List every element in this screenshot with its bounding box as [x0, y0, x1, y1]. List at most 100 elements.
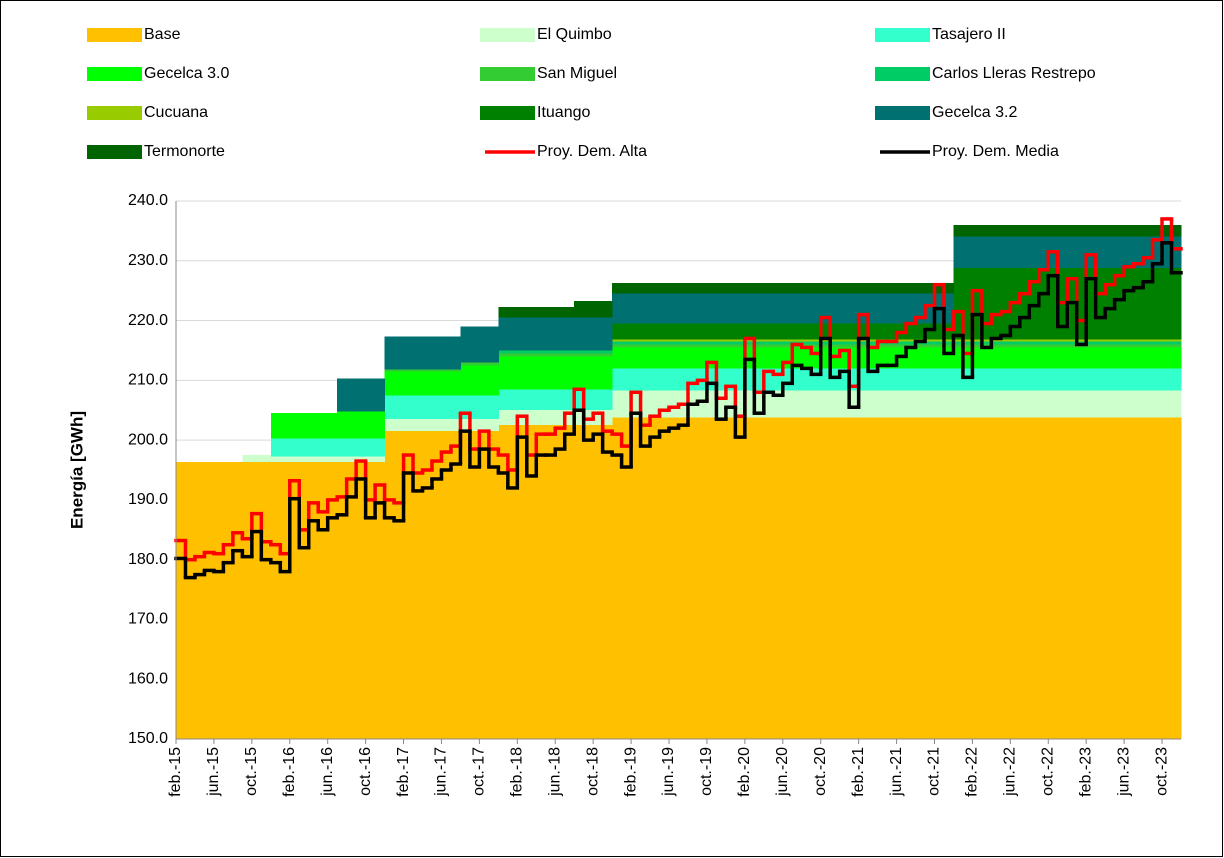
area-segment [612, 339, 623, 342]
area-segment [735, 390, 746, 418]
area-segment [763, 339, 774, 342]
area-segment [669, 323, 680, 340]
area-segment [1162, 339, 1173, 342]
area-segment [631, 347, 642, 369]
legend-label: Base [144, 26, 181, 43]
area-segment [1010, 341, 1021, 345]
area-segment [384, 395, 395, 420]
area-segment [725, 282, 736, 294]
area-segment [327, 413, 338, 439]
area-segment [346, 411, 357, 439]
area-segment [1057, 344, 1068, 348]
area-segment [953, 417, 964, 739]
area-segment [981, 341, 992, 345]
area-segment [858, 417, 869, 739]
x-tick-label: oct.-15 [243, 747, 260, 796]
area-segment [991, 390, 1002, 418]
area-segment [1133, 236, 1144, 268]
area-segment [725, 347, 736, 369]
area-segment [469, 365, 480, 396]
area-segment [394, 395, 405, 420]
area-segment [811, 347, 822, 369]
area-segment [1038, 341, 1049, 345]
area-segment [308, 413, 319, 439]
area-segment [1038, 417, 1049, 739]
area-segment [1105, 224, 1116, 237]
area-segment [526, 350, 537, 354]
area-segment [659, 417, 670, 739]
area-segment [365, 411, 376, 439]
area-segment [782, 341, 793, 345]
area-segment [1124, 224, 1135, 237]
area-segment [1067, 390, 1078, 418]
area-segment [697, 390, 708, 418]
area-segment [1086, 236, 1097, 268]
area-segment [498, 410, 509, 426]
area-segment [659, 282, 670, 294]
area-segment [536, 389, 547, 411]
area-segment [574, 410, 585, 426]
area-segment [792, 368, 803, 391]
area-segment [925, 368, 936, 391]
area-segment [678, 323, 689, 340]
area-segment [906, 347, 917, 369]
area-segment [441, 395, 452, 420]
area-segment [308, 438, 319, 457]
area-segment [384, 369, 395, 372]
area-segment [574, 300, 585, 318]
area-segment [716, 347, 727, 369]
area-segment [991, 344, 1002, 348]
area-segment [868, 282, 879, 294]
area-segment [498, 306, 509, 318]
area-segment [479, 326, 490, 363]
area-segment [744, 390, 755, 418]
area-segment [593, 350, 604, 354]
area-segment [555, 356, 566, 390]
area-segment [450, 371, 462, 396]
area-segment [583, 389, 594, 411]
area-segment [896, 339, 907, 342]
area-segment [906, 368, 917, 391]
area-segment [1114, 339, 1125, 342]
area-segment [735, 339, 746, 342]
area-segment [953, 347, 964, 369]
area-segment [801, 417, 812, 739]
area-segment [1162, 347, 1173, 369]
area-segment [337, 411, 348, 439]
area-segment [820, 390, 831, 418]
area-segment [1010, 224, 1021, 237]
area-segment [811, 368, 822, 391]
area-segment [1000, 417, 1011, 739]
area-segment [365, 378, 376, 412]
area-segment [602, 410, 613, 426]
area-segment [981, 267, 992, 340]
area-segment [896, 293, 907, 324]
area-segment [820, 293, 831, 324]
area-segment [1086, 267, 1097, 340]
area-segment [650, 344, 661, 348]
area-segment [858, 282, 869, 294]
area-segment [925, 339, 936, 342]
area-segment [830, 323, 841, 340]
area-segment [744, 368, 755, 391]
area-segment [1067, 368, 1078, 391]
area-segment [782, 390, 793, 418]
area-segment [308, 462, 319, 739]
area-segment [849, 341, 860, 345]
area-segment [602, 353, 613, 357]
area-segment [602, 425, 613, 739]
area-segment [441, 336, 452, 370]
x-tick-label: feb.-20 [736, 747, 753, 797]
area-segment [450, 419, 462, 432]
area-segment [744, 339, 755, 342]
area-segment [697, 323, 708, 340]
area-segment [773, 417, 784, 739]
area-segment [782, 417, 793, 739]
area-segment [811, 293, 822, 324]
area-segment [631, 344, 642, 348]
area-segment [858, 347, 869, 369]
area-segment [754, 282, 765, 294]
area-segment [972, 368, 983, 391]
area-segment [981, 368, 992, 391]
area-segment [1143, 236, 1154, 268]
